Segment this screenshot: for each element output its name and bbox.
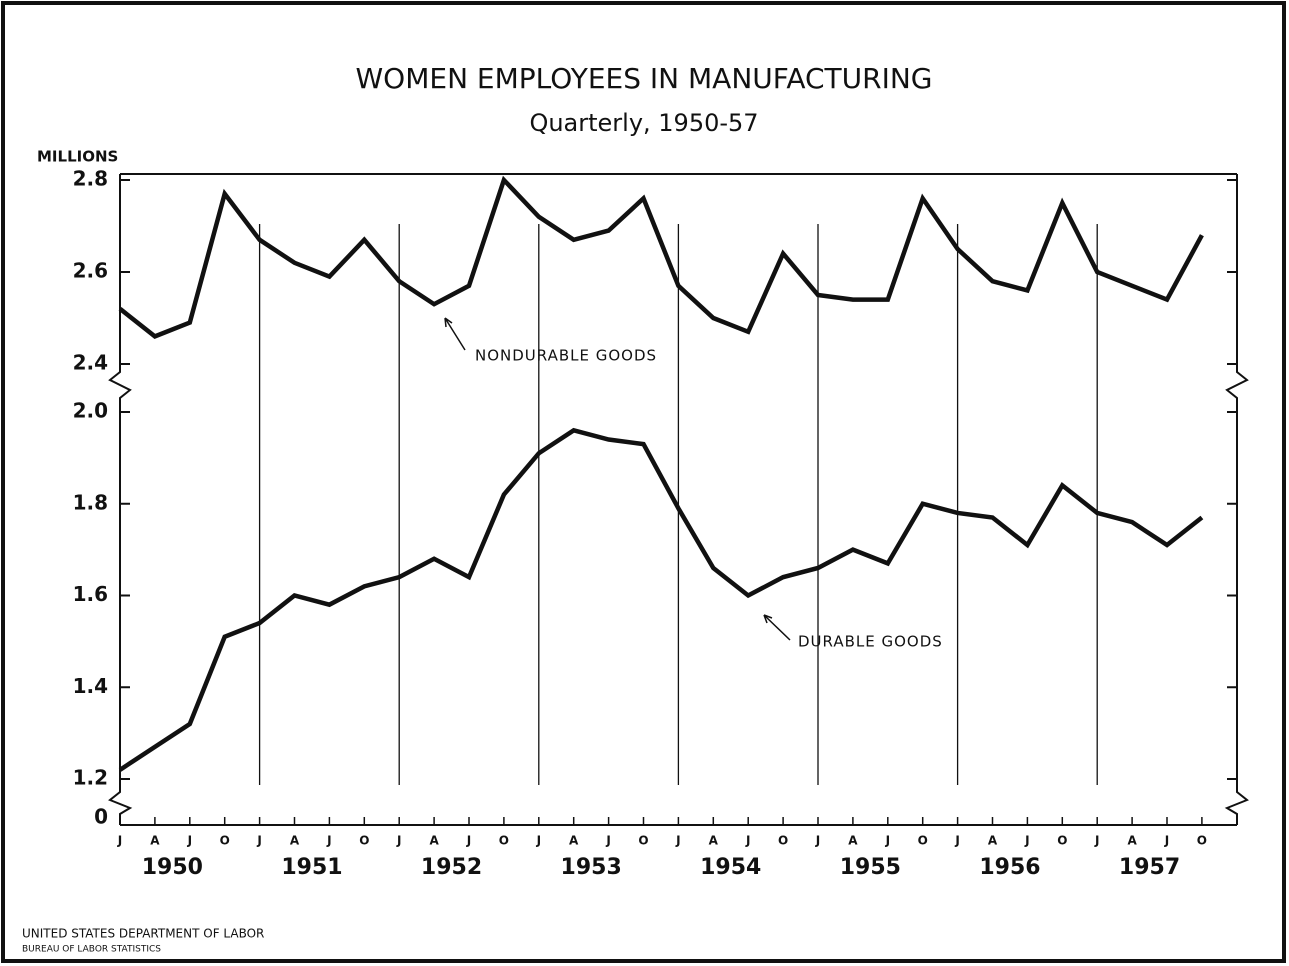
y-tick-label: 1.6	[73, 582, 108, 606]
series-label: NONDURABLE GOODS	[475, 347, 657, 365]
x-tick-label: A	[429, 834, 439, 848]
y-tick-label: 2.4	[73, 351, 108, 375]
year-label: 1956	[979, 855, 1040, 880]
series-label: DURABLE GOODS	[798, 633, 943, 651]
x-tick-label: J	[675, 834, 680, 848]
chart-subtitle: Quarterly, 1950-57	[529, 109, 758, 137]
x-tick-label: J	[605, 834, 610, 848]
data-line	[118, 175, 1204, 339]
x-tick-label: J	[256, 834, 261, 848]
x-tick-label: J	[326, 834, 331, 848]
x-tick-label: J	[536, 834, 541, 848]
x-tick-label: J	[745, 834, 750, 848]
y-tick-label: 2.6	[73, 259, 108, 283]
x-tick-label: J	[117, 834, 122, 848]
arrow	[763, 614, 791, 641]
x-tick-label: A	[569, 834, 579, 848]
x-tick-label: O	[1197, 834, 1207, 848]
year-label: 1951	[281, 855, 342, 880]
year-label: 1957	[1119, 855, 1180, 880]
chart-title: WOMEN EMPLOYEES IN MANUFACTURING	[356, 62, 933, 95]
y-tick-label: 0	[94, 805, 108, 829]
y-axis-label: MILLIONS	[37, 148, 118, 166]
arrow	[444, 317, 466, 351]
year-label: 1953	[561, 855, 622, 880]
data-line	[118, 427, 1204, 772]
x-tick-label: O	[778, 834, 788, 848]
year-label: 1952	[421, 855, 482, 880]
year-label: 1955	[840, 855, 901, 880]
x-tick-label: A	[1127, 834, 1137, 848]
x-tick-label: J	[1164, 834, 1169, 848]
x-tick-label: A	[290, 834, 300, 848]
year-label: 1954	[700, 855, 761, 880]
x-tick-label: J	[396, 834, 401, 848]
x-tick-label: J	[1094, 834, 1099, 848]
x-tick-label: O	[220, 834, 230, 848]
x-tick-label: O	[638, 834, 648, 848]
x-tick-label: O	[918, 834, 928, 848]
x-tick-label: O	[359, 834, 369, 848]
x-tick-label: O	[1057, 834, 1067, 848]
x-tick-label: A	[150, 834, 160, 848]
x-tick-label: J	[815, 834, 820, 848]
y-tick-label: 1.2	[73, 766, 108, 790]
y-tick-label: 1.8	[73, 490, 108, 514]
x-tick-label: J	[954, 834, 959, 848]
source: UNITED STATES DEPARTMENT OF LABOR	[22, 927, 264, 941]
y-tick-label: 2.0	[73, 399, 108, 423]
y-tick-label: 1.4	[73, 674, 108, 698]
x-tick-label: O	[499, 834, 509, 848]
year-label: 1950	[142, 855, 203, 880]
x-tick-label: J	[187, 834, 192, 848]
x-tick-label: A	[709, 834, 719, 848]
source: BUREAU OF LABOR STATISTICS	[22, 945, 161, 955]
x-tick-label: A	[848, 834, 858, 848]
x-tick-label: A	[988, 834, 998, 848]
x-tick-label: J	[1024, 834, 1029, 848]
y-tick-label: 2.8	[73, 167, 108, 191]
x-tick-label: J	[885, 834, 890, 848]
x-tick-label: J	[466, 834, 471, 848]
